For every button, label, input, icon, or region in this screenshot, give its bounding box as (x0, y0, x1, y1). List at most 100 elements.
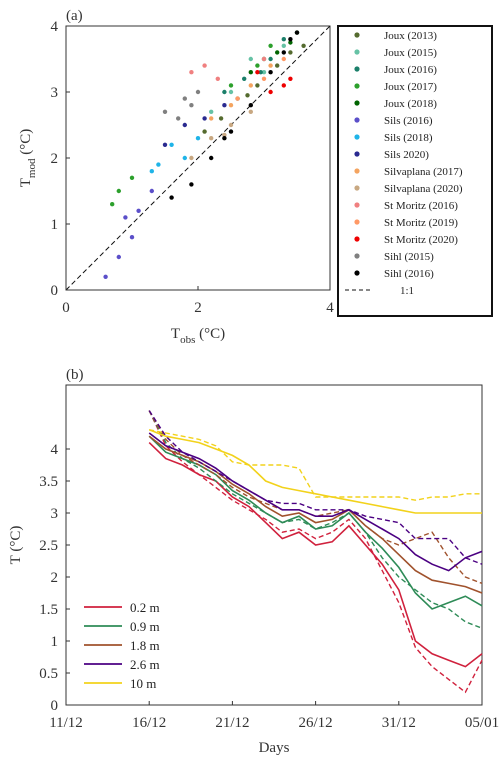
legend-label: Sils (2016) (384, 115, 433, 127)
scatter-point (248, 70, 253, 75)
panel-a-legend-box (337, 25, 493, 317)
x-tick-label: 2 (194, 300, 202, 316)
scatter-point (268, 56, 273, 62)
panel-a: 0 2 4 0 1 2 3 4 (a) Tobs (°C) Tmod (°C) Joux (… (18, 8, 493, 346)
legend-marker (354, 253, 360, 259)
y-tick-label: 3 (51, 85, 59, 101)
scatter-point (222, 103, 227, 108)
y-tick-label: 2.5 (39, 538, 58, 554)
legend-marker (354, 134, 360, 140)
scatter-point (189, 155, 194, 161)
series-model-line (148, 410, 483, 694)
scatter-point (195, 89, 201, 95)
scatter-point (228, 83, 234, 88)
series-line (148, 442, 483, 668)
legend-label: Sils 2020) (384, 149, 429, 161)
legend-marker (354, 236, 360, 242)
scatter-point (209, 155, 214, 161)
scatter-point (169, 195, 174, 200)
scatter-point (242, 76, 247, 82)
scatter-point (281, 83, 286, 88)
scatter-point (103, 274, 108, 279)
legend-label: Joux (2015) (384, 47, 437, 59)
scatter-point (176, 116, 181, 121)
scatter-point (222, 89, 227, 95)
scatter-point (195, 136, 201, 141)
scatter-point (275, 50, 280, 55)
y-tick-label: 3.5 (39, 474, 58, 490)
legend-marker (354, 32, 360, 38)
scatter-point (261, 56, 267, 62)
legend-label: 1:1 (400, 285, 414, 297)
legend-marker (354, 270, 360, 276)
x-tick-label: 05/01 (465, 715, 499, 731)
legend-marker (354, 83, 360, 89)
legend-label: Silvaplana (2017) (384, 166, 463, 178)
legend-marker (354, 185, 360, 191)
scatter-point (268, 70, 273, 75)
scatter-point (182, 122, 187, 128)
y-tick-label: 1.5 (39, 602, 58, 618)
panel-a-one-to-one-line (65, 25, 331, 291)
panel-a-xlabel: Tobs (°C) (171, 326, 225, 346)
scatter-point (116, 254, 122, 260)
scatter-point (222, 136, 227, 141)
scatter-point (228, 122, 234, 128)
legend-marker (354, 151, 360, 157)
scatter-point (228, 129, 234, 134)
series-line (148, 429, 482, 514)
panel-b-ylabel: T (°C) (8, 526, 24, 565)
scatter-point (202, 63, 207, 68)
x-tick-label: 31/12 (382, 715, 416, 731)
scatter-point (202, 129, 207, 134)
panel-b-xlabel: Days (259, 740, 290, 756)
x-tick-label: 0 (62, 300, 70, 316)
legend-marker (354, 168, 360, 174)
scatter-point (301, 43, 306, 48)
legend-label: 0.9 m (130, 619, 160, 634)
scatter-point (228, 89, 234, 95)
scatter-point (136, 208, 141, 213)
scatter-point (248, 56, 253, 62)
y-tick-label: 3 (51, 506, 59, 522)
legend-label: 10 m (130, 676, 156, 691)
scatter-point (275, 63, 280, 68)
scatter-point (248, 103, 253, 108)
scatter-point (209, 109, 214, 115)
scatter-point (202, 116, 207, 121)
panel-b-lines (148, 410, 483, 694)
scatter-point (255, 70, 260, 75)
scatter-point (209, 136, 214, 141)
scatter-point (162, 109, 168, 115)
scatter-point (255, 63, 260, 68)
scatter-point (288, 40, 293, 45)
panel-a-ylabel: Tmod (°C) (18, 129, 38, 187)
panel-a-legend: Joux (2013) Joux (2015) Joux (2016) Joux (2… (345, 30, 463, 297)
scatter-point (255, 83, 260, 88)
y-tick-label: 2 (51, 570, 59, 586)
y-tick-label: 0 (51, 698, 59, 714)
scatter-point (110, 202, 115, 207)
scatter-point (149, 188, 154, 194)
scatter-point (261, 70, 267, 75)
legend-label: Joux (2013) (384, 30, 437, 42)
panel-b-legend: 0.2 m 0.9 m 1.8 m 2.6 m 10 m (84, 600, 160, 691)
scatter-point (281, 43, 286, 48)
scatter-point (228, 103, 234, 108)
y-tick-label: 0 (51, 283, 59, 299)
series-model-line (148, 410, 483, 565)
legend-label: St Moritz (2016) (384, 200, 458, 212)
series-model-line (149, 429, 482, 501)
panel-a-label: (a) (66, 8, 83, 24)
legend-marker (354, 100, 360, 106)
scatter-point (189, 70, 194, 75)
legend-marker (354, 117, 360, 123)
panel-a-points (103, 30, 306, 279)
scatter-point (182, 96, 187, 101)
legend-label: St Moritz (2020) (384, 234, 458, 246)
legend-label: Sihl (2016) (384, 268, 434, 280)
scatter-point (261, 76, 267, 82)
scatter-point (189, 182, 194, 187)
scatter-point (281, 50, 286, 55)
scatter-point (268, 89, 273, 95)
